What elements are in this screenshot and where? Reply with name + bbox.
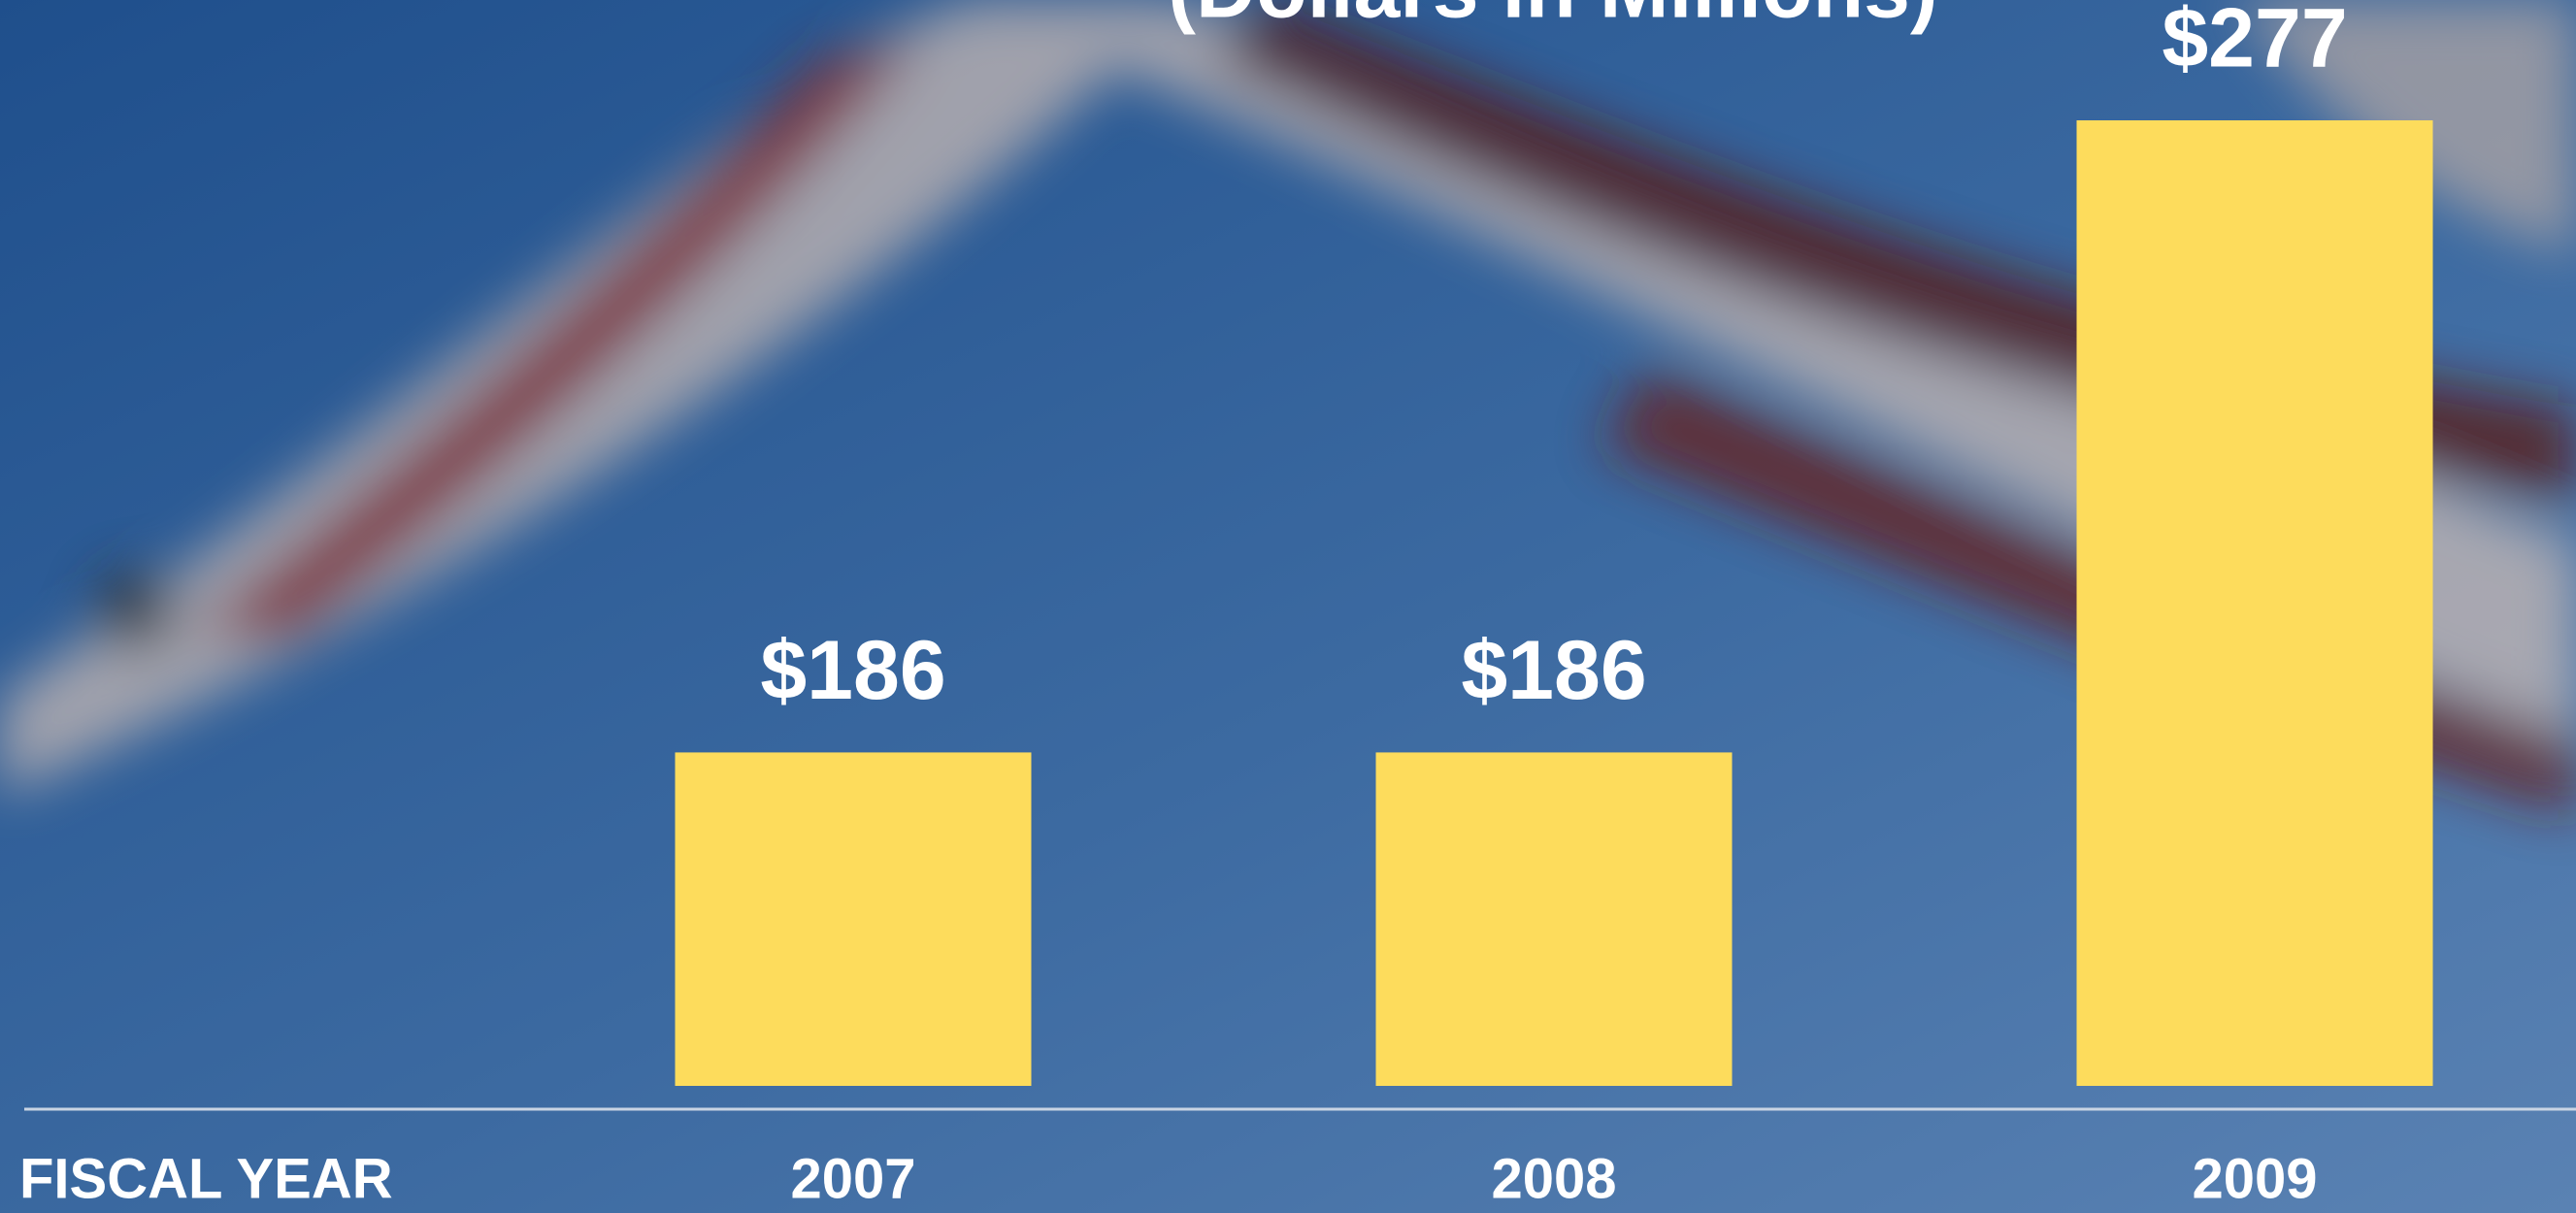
x-tick-label: 2008 [1491, 1147, 1616, 1210]
x-axis-label: FISCAL YEAR [19, 1147, 393, 1210]
chart-subtitle: (Dollars in Millions) [1168, 0, 1937, 36]
x-tick-label: 2007 [790, 1147, 915, 1210]
value-label: $186 [1461, 624, 1646, 717]
value-label: $186 [760, 624, 945, 717]
value-label: $277 [2162, 0, 2347, 85]
bar [675, 752, 1032, 1086]
bar [2076, 120, 2433, 1086]
bar [1375, 752, 1733, 1086]
x-tick-label: 2009 [2192, 1147, 2317, 1210]
